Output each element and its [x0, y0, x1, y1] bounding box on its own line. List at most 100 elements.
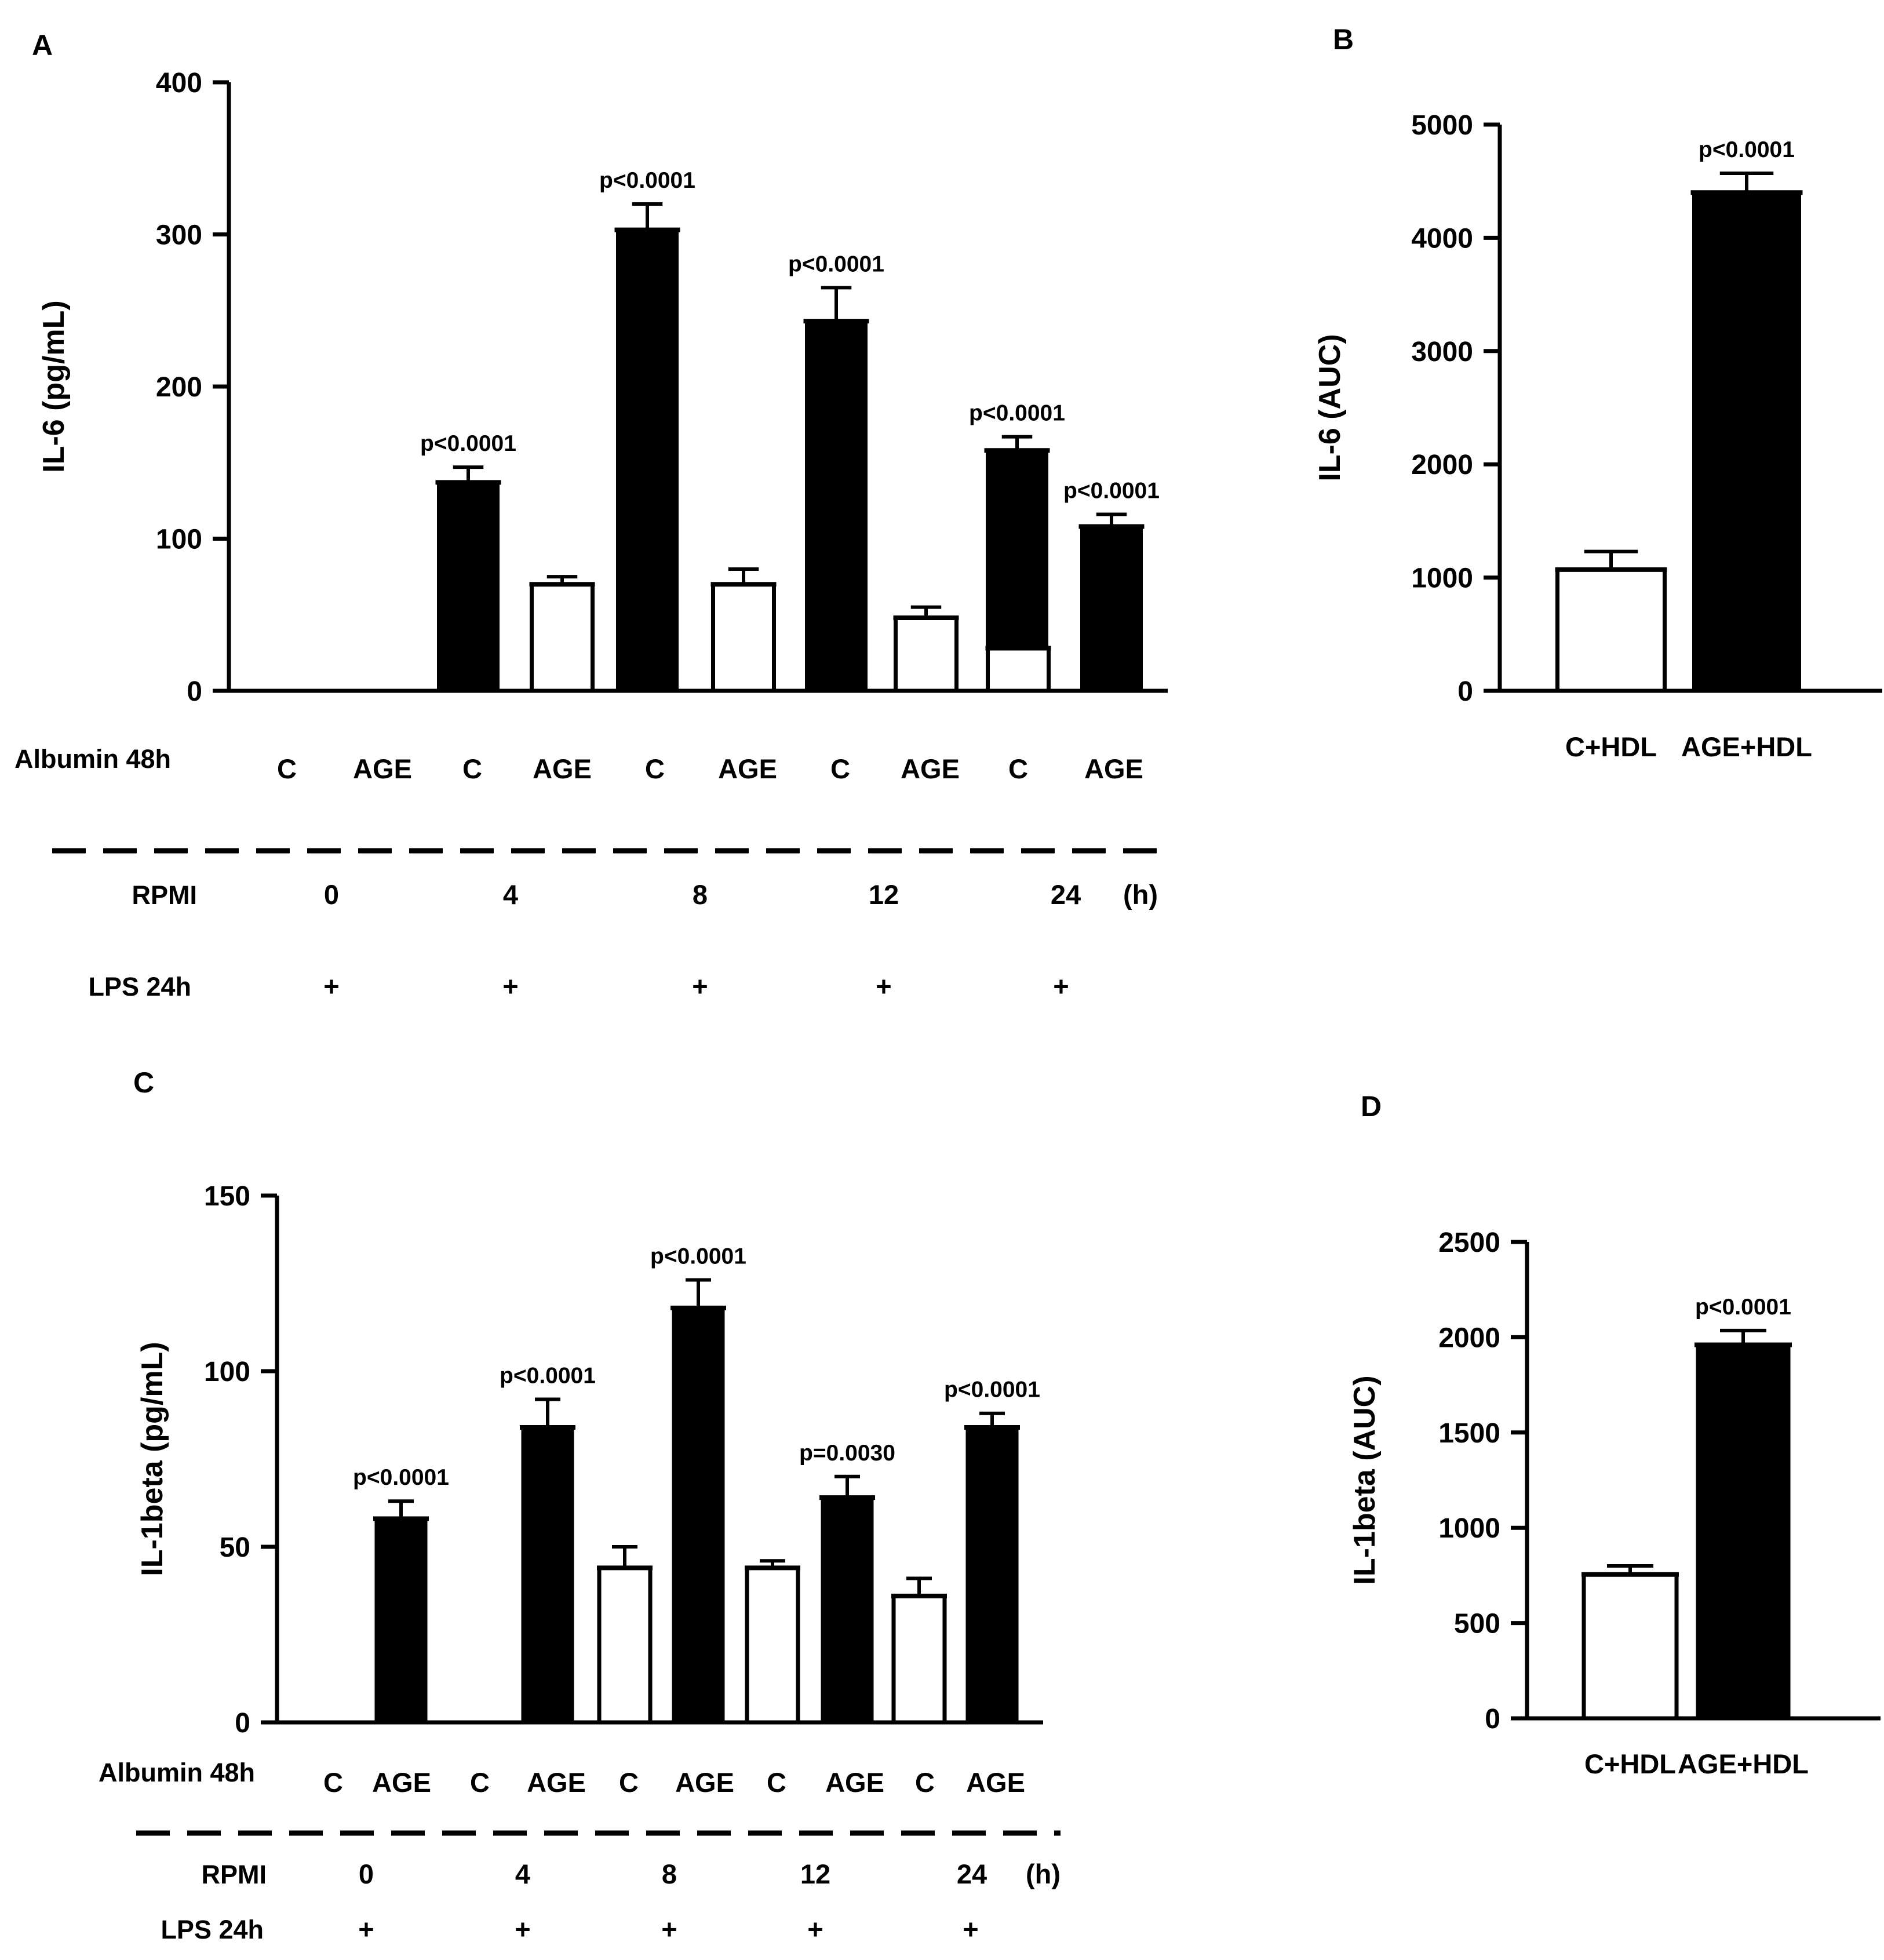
- lps-marker: +: [358, 1914, 374, 1944]
- lps-marker: +: [807, 1914, 823, 1944]
- rpmi-hours: 4: [515, 1859, 530, 1889]
- rpmi-hours: 24: [1051, 879, 1081, 910]
- row-label-lps: LPS 24h: [88, 972, 191, 1001]
- bar: [374, 1518, 428, 1724]
- p-value-label: p<0.0001: [969, 401, 1065, 426]
- panel-d: 0 500 1000 1500 2000 2500 IL-1beta (AUC) Dp<0.0…: [1348, 1090, 1881, 1779]
- p-value-label: p<0.0001: [353, 1465, 449, 1490]
- albumin-category: C: [470, 1767, 490, 1798]
- p-value-label: p<0.0001: [500, 1363, 596, 1388]
- panel-label: B: [1333, 23, 1354, 56]
- panel-label: A: [32, 29, 53, 61]
- y-axis-label: IL-1beta (AUC): [1348, 1375, 1382, 1584]
- bar: [1581, 1572, 1679, 1721]
- rpmi-hours: 0: [359, 1859, 374, 1889]
- bar: [1555, 567, 1667, 693]
- lps-marker: +: [502, 971, 518, 1001]
- lps-marker: +: [692, 971, 708, 1001]
- y-tick-label: 5000: [1411, 110, 1473, 141]
- p-value-label: p<0.0001: [1695, 1295, 1791, 1320]
- lps-marker: +: [515, 1914, 530, 1944]
- p-value-label: p=0.0030: [799, 1441, 895, 1466]
- albumin-category: C: [915, 1767, 935, 1798]
- p-value-label: p<0.0001: [1063, 479, 1160, 504]
- x-category-label: AGE+HDL: [1678, 1748, 1809, 1779]
- rpmi-hours: 12: [869, 879, 899, 910]
- panel-label: D: [1361, 1090, 1382, 1123]
- bar: [821, 1496, 874, 1724]
- y-tick-label: 1500: [1438, 1418, 1500, 1449]
- y-axis-label: IL-1beta (pg/mL): [136, 1342, 169, 1576]
- x-category-label: AGE+HDL: [1681, 731, 1812, 762]
- y-tick-label: 500: [1454, 1609, 1500, 1640]
- bar: [711, 582, 776, 693]
- p-value-label: p<0.0001: [1699, 137, 1795, 162]
- y-tick-label: 50: [220, 1532, 250, 1563]
- lps-marker: +: [876, 971, 891, 1001]
- y-axis-label: IL-6 (pg/mL): [37, 300, 71, 473]
- y-axis-label: IL-6 (AUC): [1313, 334, 1347, 481]
- bar: [1692, 191, 1801, 692]
- y-tick-label: 2500: [1438, 1227, 1500, 1258]
- y-tick-label: 300: [156, 220, 202, 251]
- p-value-label: p<0.0001: [788, 252, 884, 276]
- p-value-label: p<0.0001: [420, 431, 516, 456]
- albumin-category: AGE: [372, 1767, 431, 1798]
- albumin-category: C: [462, 753, 482, 784]
- rpmi-hours: 8: [693, 879, 708, 910]
- y-tick-label: 0: [235, 1708, 250, 1739]
- rpmi-hours: 8: [662, 1859, 677, 1889]
- albumin-category: C: [767, 1767, 786, 1798]
- albumin-category: AGE: [353, 753, 412, 784]
- bar: [745, 1565, 800, 1725]
- albumin-category: AGE: [966, 1767, 1025, 1798]
- albumin-category: C: [323, 1767, 343, 1798]
- albumin-category: C: [830, 753, 850, 784]
- bar: [672, 1307, 725, 1724]
- y-tick-label: 1000: [1438, 1513, 1500, 1544]
- y-tick-label: 400: [156, 68, 202, 99]
- panel-a: 0 100 200 300 400 IL-6 (pg/mL) Ap<0.0001 p<0.00…: [14, 29, 1168, 1001]
- rpmi-unit: (h): [1123, 879, 1158, 910]
- rpmi-hours: 24: [957, 1859, 987, 1889]
- bar: [965, 1426, 1019, 1724]
- y-tick-label: 1000: [1411, 563, 1473, 594]
- lps-marker: +: [1053, 971, 1069, 1001]
- row-label-albumin: Albumin 48h: [14, 744, 171, 774]
- y-tick-label: 100: [204, 1357, 250, 1387]
- albumin-category: C: [645, 753, 665, 784]
- y-tick-label: 200: [156, 372, 202, 403]
- row-label-rpmi: RPMI: [132, 880, 198, 910]
- albumin-category: AGE: [527, 1767, 586, 1798]
- row-label-lps: LPS 24h: [161, 1915, 264, 1944]
- x-category-label: C+HDL: [1584, 1748, 1676, 1779]
- bar: [894, 615, 959, 693]
- albumin-category: AGE: [718, 753, 777, 784]
- albumin-category: AGE: [1084, 753, 1143, 784]
- bar: [616, 229, 679, 692]
- y-tick-label: 150: [204, 1181, 250, 1212]
- y-tick-label: 3000: [1411, 337, 1473, 367]
- bar: [1696, 1344, 1791, 1719]
- lps-marker: +: [963, 1914, 978, 1944]
- p-value-label: p<0.0001: [599, 168, 695, 193]
- y-tick-label: 0: [1485, 1704, 1500, 1735]
- rpmi-unit: (h): [1026, 1859, 1061, 1889]
- bar: [530, 582, 595, 693]
- y-tick-label: 2000: [1411, 450, 1473, 480]
- y-tick-label: 100: [156, 524, 202, 555]
- albumin-category: AGE: [675, 1767, 734, 1798]
- lps-marker: +: [661, 1914, 677, 1944]
- albumin-category: AGE: [533, 753, 592, 784]
- bar: [597, 1565, 653, 1725]
- bar: [437, 481, 500, 692]
- row-label-albumin: Albumin 48h: [99, 1758, 255, 1787]
- p-value-label: p<0.0001: [944, 1378, 1040, 1402]
- y-tick-label: 0: [1457, 676, 1473, 707]
- panel-c: 0 50 100 150 IL-1beta (pg/mL) Cp<0.0001 p<0.00…: [99, 1066, 1061, 1944]
- bar: [1080, 526, 1143, 692]
- bar: [521, 1426, 574, 1724]
- panel-label: C: [133, 1066, 154, 1099]
- albumin-category: C: [277, 753, 297, 784]
